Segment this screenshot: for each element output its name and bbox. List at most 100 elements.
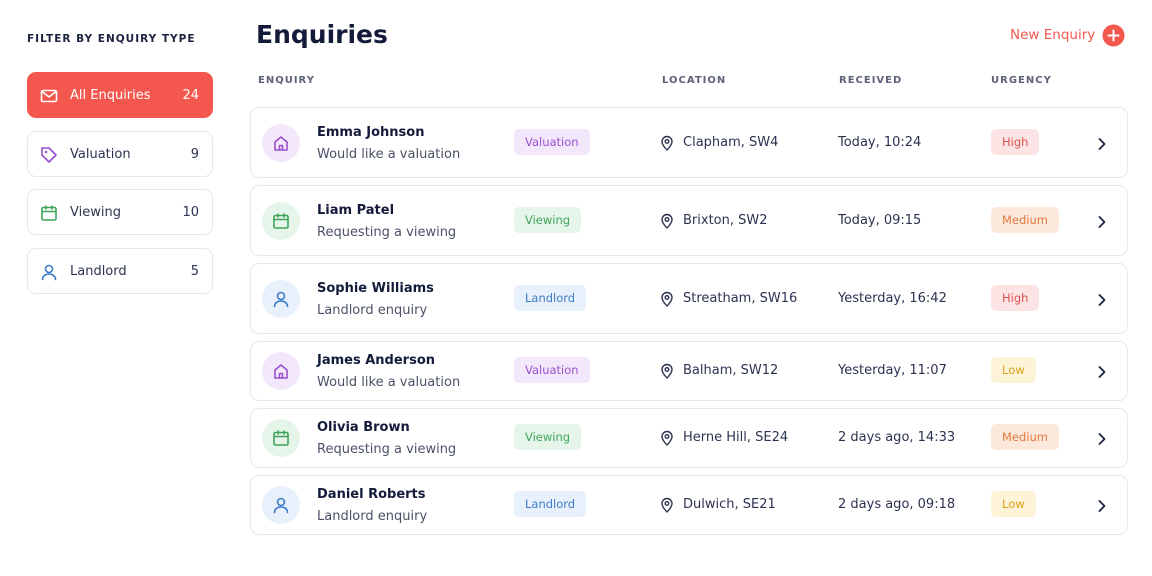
type-icon (262, 279, 300, 318)
enquiry-type-tag: Valuation (514, 357, 590, 383)
filter-label: Landlord (70, 264, 127, 280)
type-icon (262, 201, 300, 240)
urgency-badge: Medium (991, 424, 1059, 450)
enquiry-description: Requesting a viewing (317, 442, 457, 457)
icon (1098, 137, 1106, 150)
filter-label: All Enquiries (70, 88, 151, 103)
icon (1098, 433, 1106, 445)
urgency-badge: High (991, 128, 1040, 155)
enquiry-row[interactable] (250, 408, 1128, 468)
filter-button[interactable]: Viewing 10 (27, 189, 213, 236)
filter-button[interactable]: All Enquiries 24 (27, 72, 213, 118)
icon (661, 213, 673, 229)
icon (1098, 293, 1106, 306)
received: 2 days ago, 14:33 (838, 430, 956, 445)
enquiry-type-tag: Viewing (514, 424, 582, 450)
filter-count: 24 (182, 88, 199, 103)
enquiry-row[interactable] (250, 185, 1128, 256)
icon (1098, 366, 1106, 378)
pin-icon (660, 213, 674, 233)
icon (661, 135, 673, 151)
icon (273, 430, 289, 446)
icon (273, 212, 289, 229)
location: Brixton, SW2 (683, 212, 768, 228)
enquiry-row[interactable] (250, 107, 1128, 178)
location: Balham, SW12 (683, 363, 779, 378)
filter-label: Viewing (70, 205, 121, 221)
received: 2 days ago, 09:18 (838, 497, 956, 512)
icon (40, 89, 58, 103)
chevron[interactable] (1096, 364, 1108, 383)
enquiry-description: Would like a valuation (317, 146, 461, 162)
column-header: URGENCY (991, 75, 1052, 86)
pin-icon (660, 430, 674, 450)
enquiry-type-tag: Landlord (514, 491, 587, 517)
chevron[interactable] (1096, 292, 1108, 311)
sidebar-title: FILTER BY ENQUIRY TYPE (27, 33, 196, 45)
pin-icon (660, 135, 674, 155)
urgency-badge: High (991, 284, 1040, 311)
enquirer-name: Emma Johnson (317, 124, 425, 140)
chevron[interactable] (1096, 136, 1108, 155)
type-icon (262, 419, 300, 457)
pin-icon (660, 497, 674, 517)
enquiry-row[interactable] (250, 341, 1128, 401)
icon (273, 291, 289, 307)
urgency-badge: Low (991, 491, 1036, 517)
enquirer-name: Sophie Williams (317, 280, 434, 296)
column-header: ENQUIRY (258, 75, 315, 86)
enquirer-name: James Anderson (317, 353, 436, 368)
enquirer-name: Daniel Roberts (317, 487, 426, 502)
urgency-badge: Medium (991, 206, 1059, 233)
new-enquiry-button[interactable]: New Enquiry (1010, 27, 1096, 43)
enquiry-description: Landlord enquiry (317, 302, 428, 318)
icon (273, 497, 289, 514)
enquiry-row[interactable] (250, 475, 1128, 535)
chevron[interactable] (1096, 214, 1108, 233)
icon (661, 497, 673, 513)
filter-label: Valuation (70, 146, 131, 162)
enquiry-row[interactable] (250, 263, 1128, 334)
page-title: Enquiries (256, 20, 388, 49)
filter-count: 9 (190, 146, 199, 162)
received: Today, 10:24 (838, 134, 922, 150)
enquiry-description: Landlord enquiry (317, 509, 428, 524)
enquirer-name: Liam Patel (317, 202, 395, 218)
filter-count: 5 (190, 264, 199, 280)
filter-count: 10 (182, 205, 199, 221)
icon (1098, 215, 1106, 228)
received: Yesterday, 16:42 (838, 290, 947, 306)
chevron[interactable] (1096, 431, 1108, 450)
enquiry-type-tag: Landlord (514, 284, 587, 311)
icon (661, 363, 673, 379)
type-icon (262, 352, 300, 390)
received: Yesterday, 11:07 (838, 363, 947, 378)
column-header: LOCATION (662, 75, 727, 86)
icon (661, 291, 673, 307)
icon (274, 364, 288, 379)
type-icon (262, 486, 300, 524)
enquiry-type-tag: Valuation (514, 128, 590, 155)
pin-icon (660, 363, 674, 383)
icon (274, 135, 288, 151)
location: Clapham, SW4 (683, 134, 779, 150)
urgency-badge: Low (991, 357, 1036, 383)
add-icon[interactable] (1102, 24, 1125, 47)
enquiry-type-tag: Viewing (514, 206, 582, 233)
column-header: RECEIVED (839, 75, 903, 86)
icon (41, 146, 57, 163)
icon (1098, 500, 1106, 512)
received: Today, 09:15 (838, 212, 922, 228)
filter-button[interactable]: Valuation 9 (27, 130, 213, 177)
location: Dulwich, SE21 (683, 497, 776, 512)
chevron[interactable] (1096, 498, 1108, 517)
enquiry-description: Requesting a viewing (317, 224, 457, 240)
enquiry-description: Would like a valuation (317, 375, 461, 390)
filter-button[interactable]: Landlord 5 (27, 248, 213, 295)
icon (41, 264, 57, 281)
pin-icon (660, 291, 674, 311)
location: Streatham, SW16 (683, 290, 798, 306)
icon (41, 205, 57, 222)
location: Herne Hill, SE24 (683, 430, 789, 445)
